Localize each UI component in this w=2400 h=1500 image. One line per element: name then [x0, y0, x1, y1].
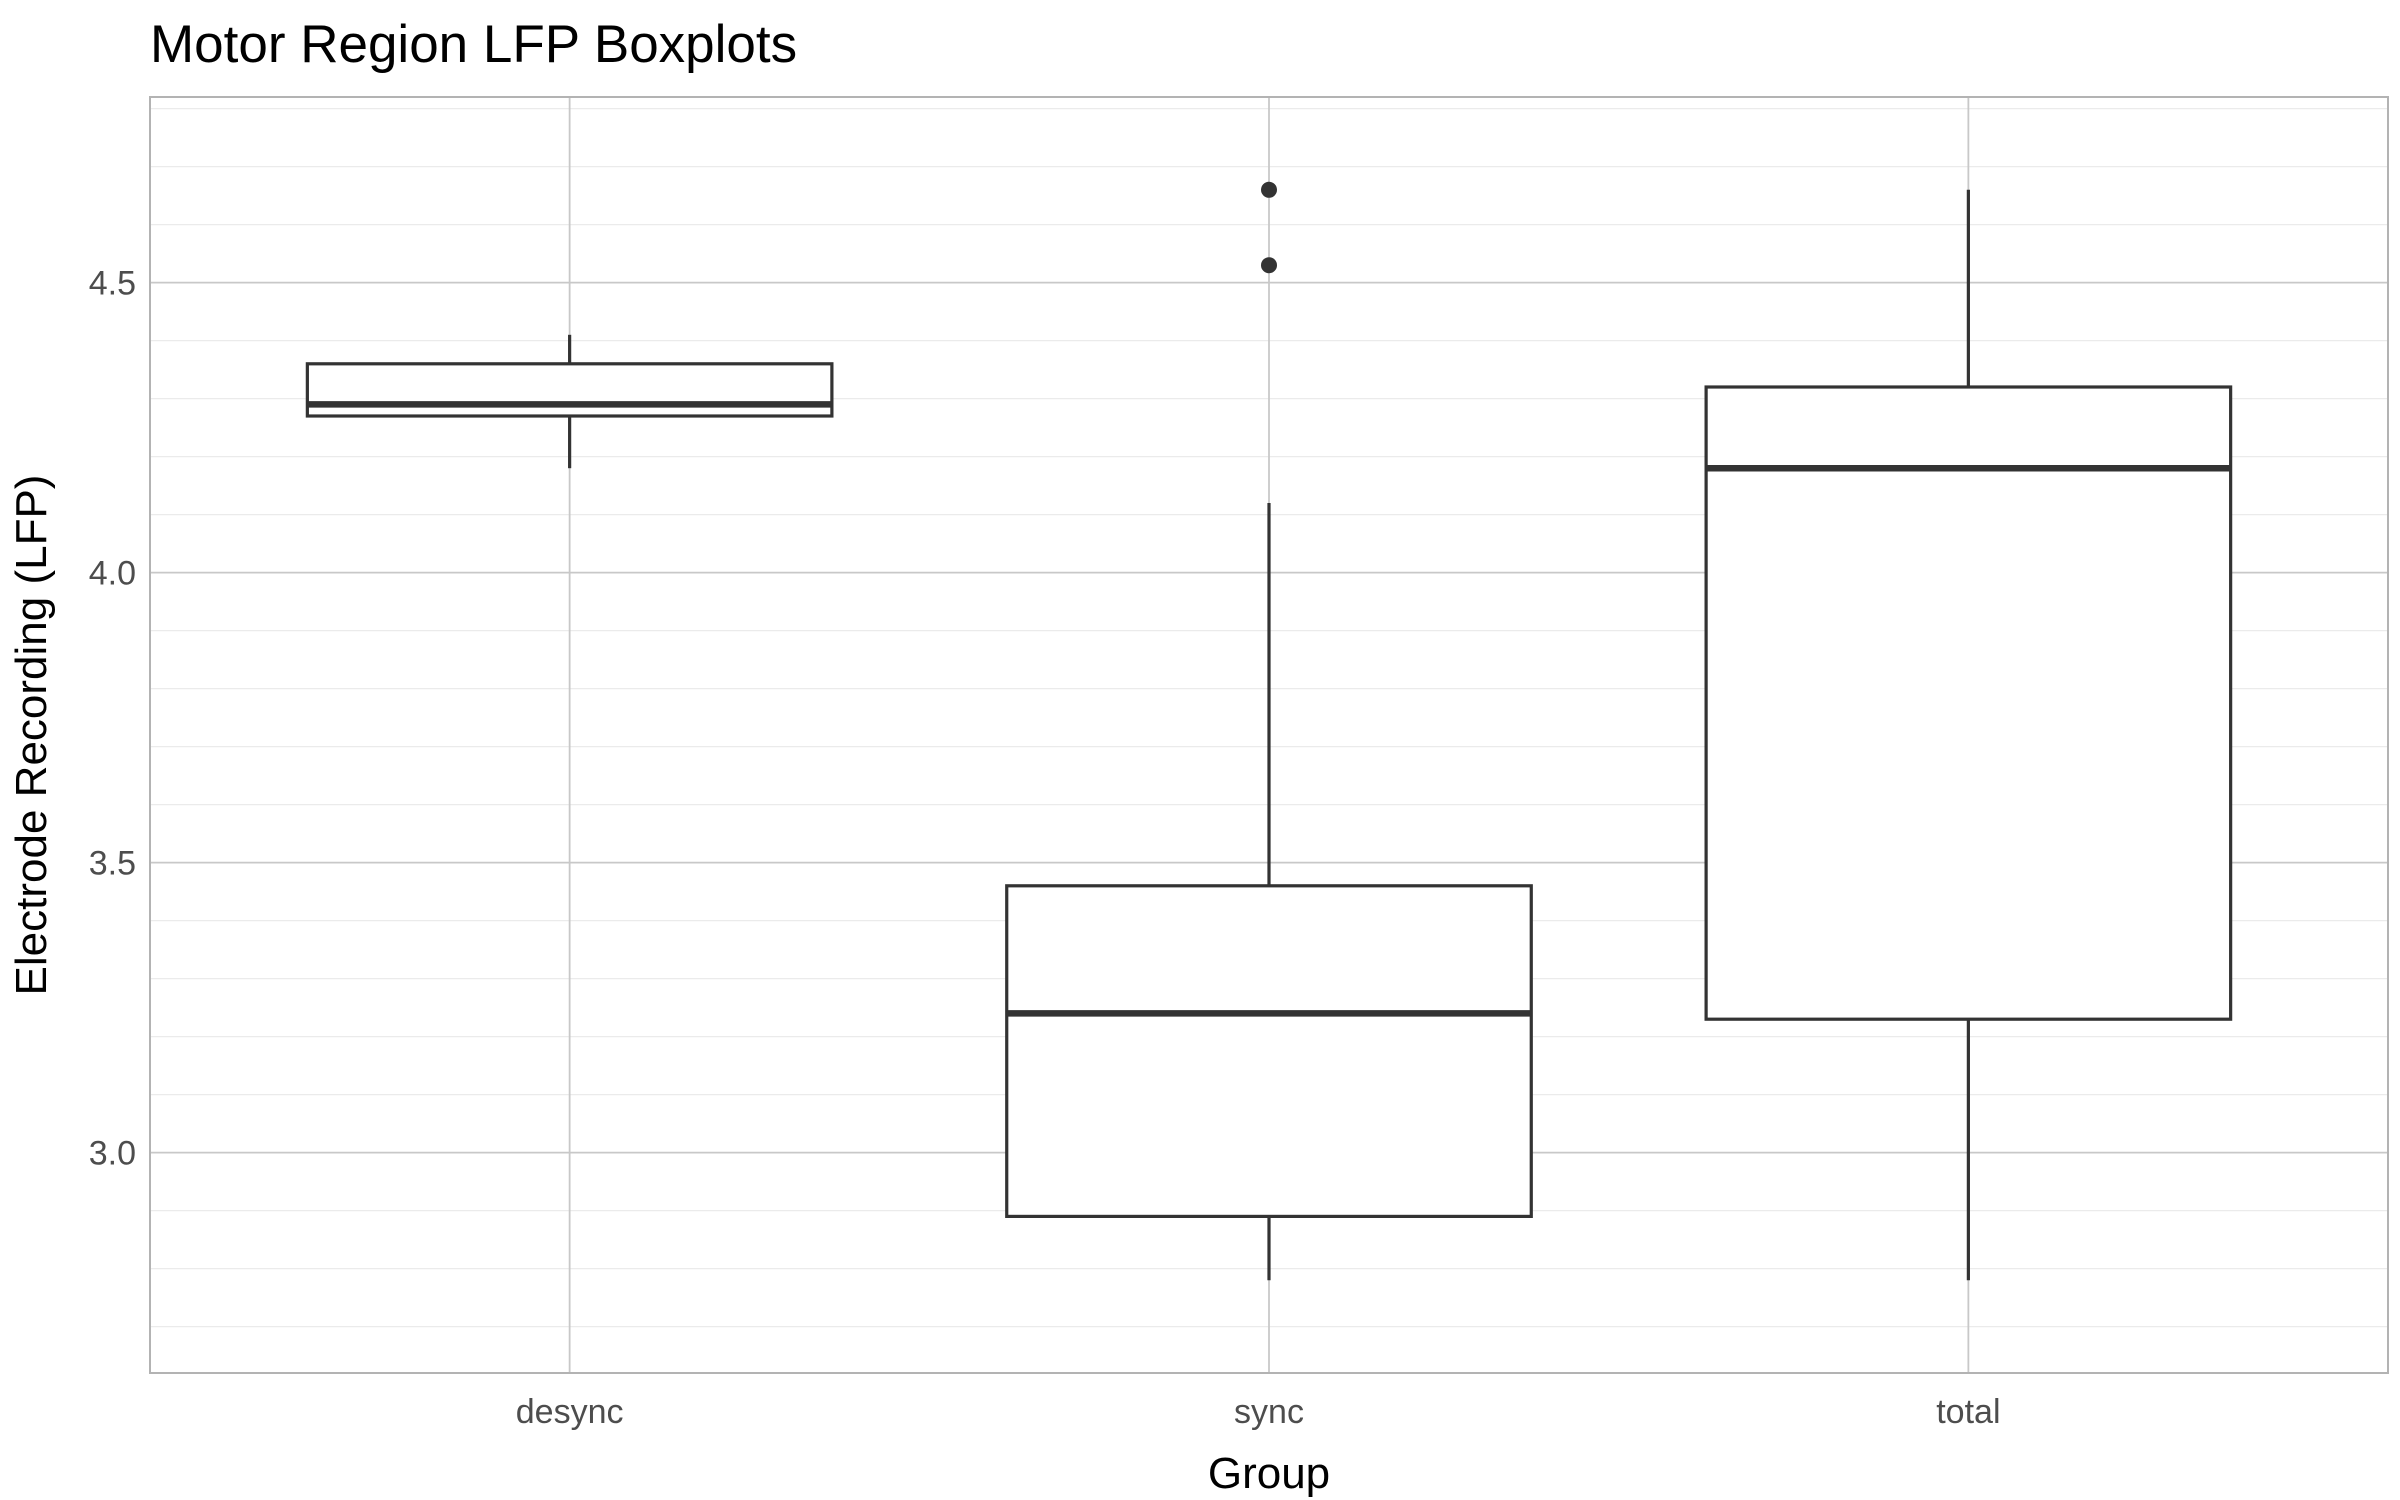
outlier-point — [1261, 181, 1277, 198]
x-axis-title: Group — [1208, 1449, 1330, 1498]
box-iqr — [305, 362, 834, 418]
y-axis-ticks: 3.0 3.5 4.0 4.5 — [89, 265, 136, 1173]
box-group-sync — [1005, 181, 1533, 1281]
chart-title: Motor Region LFP Boxplots — [150, 15, 797, 74]
x-axis-ticks: desync sync total — [516, 1393, 2001, 1431]
y-tick-label: 3.5 — [89, 845, 136, 883]
box-iqr — [1704, 385, 2233, 1021]
y-tick-label: 3.0 — [89, 1135, 136, 1173]
y-tick-label: 4.5 — [89, 265, 136, 303]
y-axis-title: Electrode Recording (LFP) — [7, 475, 56, 996]
y-tick-label: 4.0 — [89, 555, 136, 593]
boxplot-series — [305, 181, 2233, 1281]
x-tick-label: desync — [516, 1393, 624, 1431]
x-tick-label: sync — [1234, 1393, 1304, 1431]
box-group-total — [1704, 189, 2233, 1281]
box-group-desync — [305, 334, 834, 469]
x-tick-label: total — [1936, 1393, 2000, 1431]
box-iqr — [1005, 884, 1533, 1218]
outlier-point — [1261, 257, 1277, 274]
plot-panel-border — [149, 96, 2389, 1374]
